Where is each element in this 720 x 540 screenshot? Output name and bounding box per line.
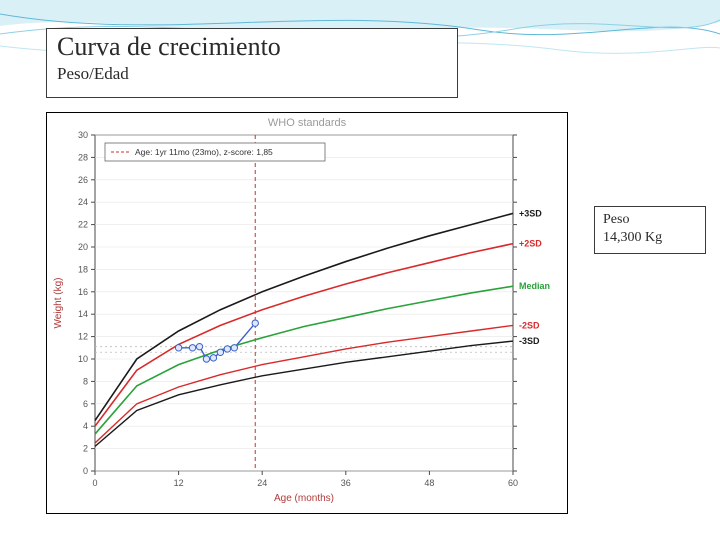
svg-text:-3SD: -3SD	[519, 336, 540, 346]
svg-text:48: 48	[424, 478, 434, 488]
svg-text:60: 60	[508, 478, 518, 488]
svg-text:+3SD: +3SD	[519, 208, 542, 218]
weight-annotation-box: Peso 14,300 Kg	[594, 206, 706, 254]
svg-text:20: 20	[78, 242, 88, 252]
svg-text:18: 18	[78, 264, 88, 274]
svg-text:36: 36	[341, 478, 351, 488]
svg-text:28: 28	[78, 152, 88, 162]
svg-text:16: 16	[78, 287, 88, 297]
svg-text:8: 8	[83, 376, 88, 386]
svg-text:12: 12	[78, 332, 88, 342]
weight-value: 14,300 Kg	[603, 229, 697, 247]
chart-title: WHO standards	[47, 117, 567, 129]
svg-text:22: 22	[78, 220, 88, 230]
svg-text:-2SD: -2SD	[519, 320, 540, 330]
page-subtitle: Peso/Edad	[57, 64, 447, 84]
svg-text:30: 30	[78, 130, 88, 140]
svg-text:0: 0	[83, 466, 88, 476]
svg-text:4: 4	[83, 421, 88, 431]
svg-text:12: 12	[174, 478, 184, 488]
svg-text:10: 10	[78, 354, 88, 364]
svg-text:6: 6	[83, 399, 88, 409]
title-box: Curva de crecimiento Peso/Edad	[46, 28, 458, 98]
svg-text:24: 24	[257, 478, 267, 488]
svg-text:Median: Median	[519, 281, 550, 291]
svg-text:Age (months): Age (months)	[274, 493, 334, 504]
svg-text:+2SD: +2SD	[519, 239, 542, 249]
svg-text:14: 14	[78, 309, 88, 319]
svg-text:Weight (kg): Weight (kg)	[53, 278, 64, 329]
svg-text:2: 2	[83, 444, 88, 454]
growth-chart: WHO standards 02468101214161820222426283…	[46, 112, 568, 514]
svg-text:Age: 1yr 11mo (23mo), z-score:: Age: 1yr 11mo (23mo), z-score: 1,85	[135, 147, 273, 157]
weight-label: Peso	[603, 211, 697, 229]
page-title: Curva de crecimiento	[57, 33, 447, 62]
svg-text:24: 24	[78, 197, 88, 207]
chart-canvas: 02468101214161820222426283001224364860+3…	[47, 129, 565, 509]
svg-text:26: 26	[78, 175, 88, 185]
svg-text:0: 0	[92, 478, 97, 488]
